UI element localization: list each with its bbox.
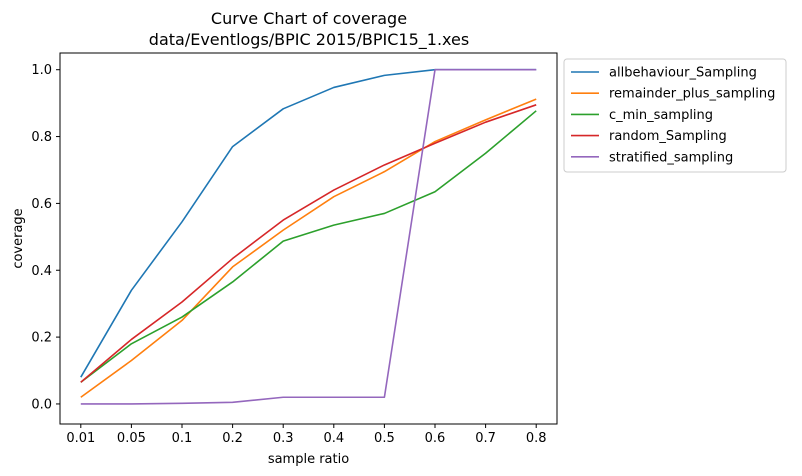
chart-title: Curve Chart of coverage (211, 9, 407, 28)
x-tick-label: 0.05 (117, 431, 146, 446)
x-tick-label: 0.7 (475, 431, 496, 446)
x-tick-label: 0.1 (172, 431, 193, 446)
plot-lines (80, 68, 537, 405)
legend: allbehaviour_Sampling remainder_plus_samp… (563, 58, 787, 173)
series-line-allbehaviour_Sampling (80, 68, 537, 378)
x-tick-label: 0.3 (273, 431, 294, 446)
chart-subtitle: data/Eventlogs/BPIC 2015/BPIC15_1.xes (149, 30, 469, 50)
y-axis-ticks: 0.0 0.2 0.4 0.6 0.8 1.0 (31, 63, 60, 412)
y-tick-label: 1.0 (31, 63, 52, 78)
x-tick-label: 0.6 (425, 431, 446, 446)
y-axis-title: coverage (11, 208, 26, 268)
x-tick-label: 0.8 (526, 431, 547, 446)
y-tick-label: 0.2 (31, 331, 52, 346)
series-line-remainder_plus_sampling (80, 98, 537, 398)
legend-label-random_Sampling: random_Sampling (609, 129, 727, 144)
legend-label-stratified_sampling: stratified_sampling (609, 150, 733, 165)
series-line-c_min_sampling (80, 110, 537, 383)
x-tick-label: 0.01 (66, 431, 95, 446)
y-tick-label: 0.6 (31, 197, 52, 212)
x-tick-label: 0.5 (374, 431, 395, 446)
legend-frame (563, 58, 787, 173)
series-line-random_Sampling (80, 104, 537, 383)
legend-label-remainder_plus_sampling: remainder_plus_sampling (609, 87, 775, 102)
y-tick-label: 0.4 (31, 264, 52, 279)
legend-label-c_min_sampling: c_min_sampling (609, 108, 713, 123)
y-tick-label: 0.8 (31, 130, 52, 145)
x-tick-label: 0.2 (222, 431, 243, 446)
legend-label-allbehaviour_Sampling: allbehaviour_Sampling (609, 66, 757, 81)
y-tick-label: 0.0 (31, 397, 52, 412)
x-axis-ticks: 0.01 0.05 0.1 0.2 0.3 0.4 0.5 0.6 0.7 0.8 (66, 424, 547, 446)
x-axis-title: sample ratio (268, 452, 349, 467)
series-line-stratified_sampling (80, 68, 537, 405)
x-tick-label: 0.4 (323, 431, 344, 446)
plot-frame (59, 52, 558, 425)
